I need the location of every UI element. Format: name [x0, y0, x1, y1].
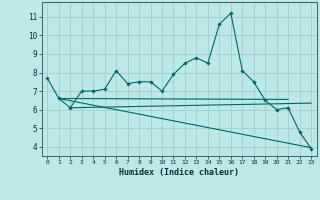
- X-axis label: Humidex (Indice chaleur): Humidex (Indice chaleur): [119, 168, 239, 177]
